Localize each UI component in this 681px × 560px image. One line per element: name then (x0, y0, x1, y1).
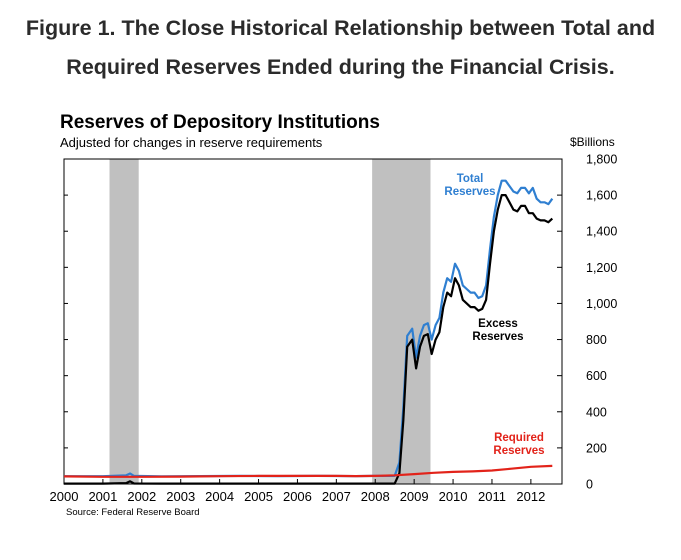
recession-band-1 (109, 159, 139, 484)
required-reserves-annotation-line-2: Reserves (493, 445, 544, 457)
x-tick-label-6: 2006 (283, 489, 312, 504)
x-tick-label-7: 2007 (322, 489, 351, 504)
x-tick-label-12: 2012 (516, 489, 545, 504)
x-tick-label-9: 2009 (400, 489, 429, 504)
y-tick-label-5: 1,000 (586, 297, 617, 311)
y-tick-label-0: 0 (586, 478, 593, 492)
required-reserves-annotation-line-1: Required (494, 432, 544, 444)
excess-reserves-annotation-line-2: Reserves (472, 331, 523, 343)
y-tick-label-3: 600 (586, 369, 607, 383)
chart-title: Reserves of Depository Institutions (60, 112, 380, 133)
figure-title-line-1: Figure 1. The Close Historical Relations… (25, 16, 656, 40)
y-tick-label-9: 1,800 (586, 153, 617, 167)
y-tick-label-2: 400 (586, 405, 607, 419)
y-tick-label-7: 1,400 (586, 225, 617, 239)
excess-reserves-annotation-line-1: Excess (478, 318, 518, 330)
chart-subtitle: Adjusted for changes in reserve requirem… (60, 135, 323, 150)
x-tick-label-1: 2001 (88, 489, 117, 504)
excess-reserves-line (64, 194, 554, 485)
x-tick-label-0: 2000 (50, 489, 79, 504)
y-tick-label-6: 1,200 (586, 261, 617, 275)
x-tick-label-11: 2011 (478, 489, 506, 504)
total-reserves-annotation-line-1: Total (457, 173, 484, 185)
x-tick-label-8: 2008 (361, 489, 390, 504)
x-tick-label-2: 2002 (127, 489, 156, 504)
x-tick-label-4: 2004 (205, 489, 234, 504)
y-axis-unit-label: $Billions (570, 135, 615, 149)
x-tick-label-10: 2010 (439, 489, 468, 504)
figure-title-line-2: Required Reserves Ended during the Finan… (66, 55, 615, 79)
x-tick-label-3: 2003 (166, 489, 195, 504)
source-note: Source: Federal Reserve Board (66, 507, 200, 518)
required-reserves-line (63, 464, 553, 478)
y-tick-label-4: 800 (586, 333, 607, 347)
y-tick-label-1: 200 (586, 441, 607, 455)
y-tick-label-8: 1,600 (586, 189, 617, 203)
total-reserves-annotation-line-2: Reserves (444, 186, 495, 198)
x-tick-label-5: 2005 (244, 489, 273, 504)
